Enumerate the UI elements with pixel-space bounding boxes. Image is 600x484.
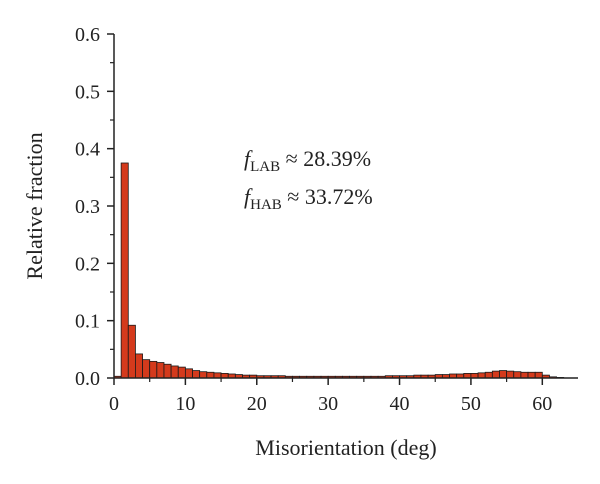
y-tick-label: 0.4: [75, 139, 100, 161]
bar: [520, 371, 529, 379]
annotation-hab-symbol: f: [244, 184, 253, 209]
annotation-hab: fHAB ≈ 33.72%: [244, 184, 373, 213]
bar: [527, 371, 536, 379]
y-tick-label: 0.3: [75, 196, 100, 218]
y-tick-label: 0.2: [75, 253, 100, 275]
annotation-lab: fLAB ≈ 28.39%: [244, 146, 371, 175]
bar: [499, 370, 508, 379]
bar: [199, 371, 208, 379]
x-tick-label: 10: [175, 393, 195, 415]
bar: [142, 359, 151, 379]
y-tick-label: 0.1: [75, 311, 100, 333]
bar: [513, 371, 522, 379]
annotation-lab-subscript: LAB: [250, 159, 280, 175]
bar: [206, 371, 215, 379]
annotation-lab-value: ≈ 28.39%: [280, 146, 371, 171]
x-tick-label: 40: [390, 393, 410, 415]
x-tick-label: 0: [109, 393, 119, 415]
bar: [192, 370, 201, 379]
bar: [534, 371, 543, 379]
x-tick-label: 20: [247, 393, 267, 415]
annotation-lab-symbol: f: [244, 146, 253, 171]
bar: [127, 324, 136, 379]
bar: [163, 363, 172, 379]
annotation-hab-value: ≈ 33.72%: [282, 184, 373, 209]
bar: [484, 371, 493, 379]
bar: [135, 353, 143, 379]
annotation-hab-subscript: HAB: [250, 197, 282, 213]
bar: [213, 372, 222, 379]
x-ticks-group: 0 10 20 30 40 50 60: [109, 378, 552, 415]
bar: [120, 162, 129, 379]
bar: [506, 370, 515, 379]
bar: [170, 365, 179, 379]
bar: [156, 362, 165, 379]
bar: [177, 366, 186, 379]
y-axis-title: Relative fraction: [22, 132, 47, 279]
x-axis-title: Misorientation (deg): [255, 435, 436, 460]
x-tick-label: 30: [318, 393, 338, 415]
bar: [184, 368, 193, 379]
y-tick-label: 0.0: [75, 368, 100, 390]
y-tick-label: 0.6: [75, 24, 100, 46]
x-tick-label: 50: [461, 393, 481, 415]
bar: [149, 360, 158, 379]
y-ticks-group: 0.0 0.1 0.2 0.3 0.4 0.5 0.6: [75, 24, 114, 390]
bar: [491, 370, 500, 379]
y-tick-label: 0.5: [75, 81, 100, 103]
bars-group: [113, 162, 565, 379]
x-tick-label: 60: [532, 393, 552, 415]
bar: [477, 372, 486, 379]
